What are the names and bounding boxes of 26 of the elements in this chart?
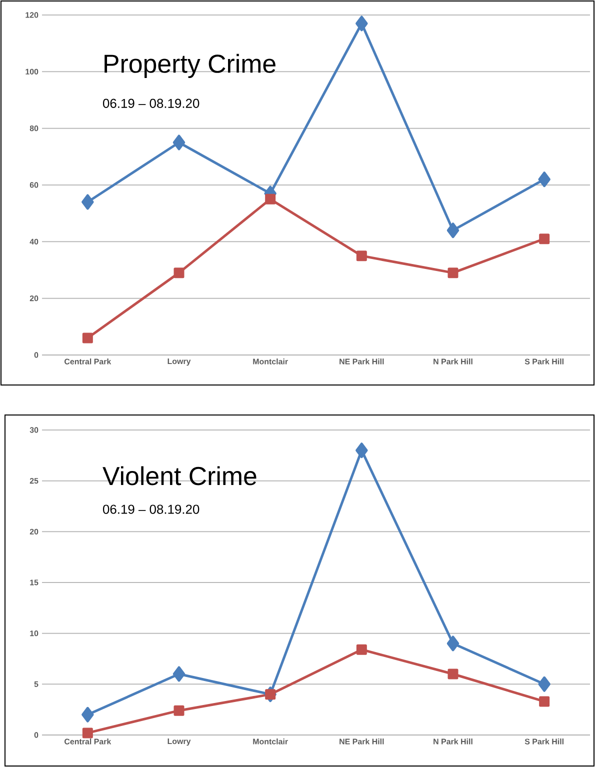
point	[448, 268, 458, 278]
point	[82, 332, 93, 344]
text: 06.19 – 08.19.20	[102, 98, 200, 108]
point	[174, 268, 184, 278]
point	[82, 706, 94, 722]
point	[356, 250, 367, 262]
point	[446, 636, 460, 652]
point	[265, 689, 276, 700]
text: 06.19 – 08.19.20	[102, 504, 200, 514]
point	[172, 666, 186, 682]
point	[448, 668, 458, 680]
point	[446, 222, 460, 238]
point	[82, 194, 94, 210]
text: Violent Crime	[102, 466, 256, 486]
point	[538, 676, 550, 692]
point	[356, 16, 368, 32]
point	[539, 696, 550, 707]
point	[538, 172, 550, 188]
point	[172, 134, 186, 150]
point	[539, 234, 550, 244]
point	[356, 644, 367, 655]
point	[82, 728, 93, 738]
point	[265, 194, 276, 204]
point	[174, 705, 184, 716]
point	[356, 442, 368, 458]
text: Property Crime	[104, 54, 276, 78]
